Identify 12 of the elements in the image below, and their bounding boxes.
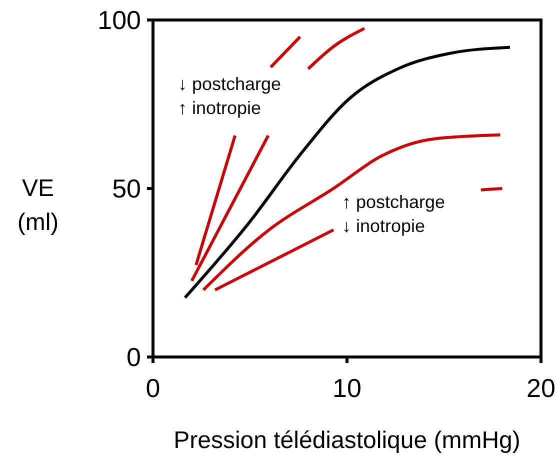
y-axis-title: VE (ml) [17,175,59,236]
y-tick-label: 50 [112,174,141,204]
line-series [202,133,502,292]
x-axis-title: Pression télédiastolique (mmHg) [174,427,520,454]
x-tick-label: 20 [526,373,556,403]
line-series [184,46,512,300]
x-tick-label: 10 [332,373,362,403]
y-tick-label: 0 [126,342,141,372]
annotation: ↓ postcharge ↑ inotropie [178,74,282,118]
y-tick-label: 100 [98,5,141,35]
annotation: ↑ postcharge ↓ inotropie [342,192,446,236]
x-tick-label: 0 [146,373,160,403]
